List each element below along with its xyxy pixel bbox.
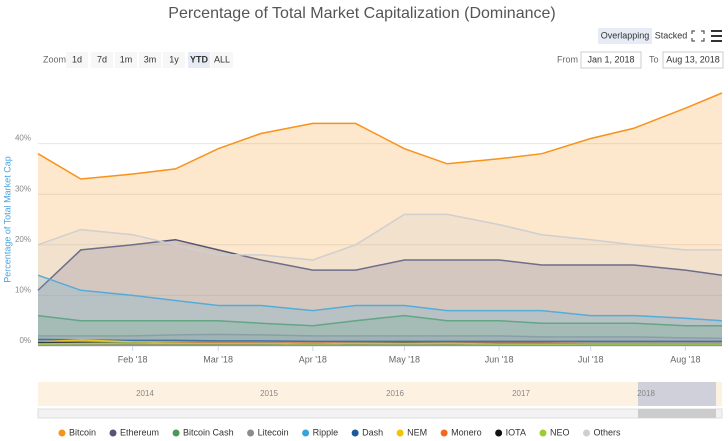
legend-label[interactable]: Ethereum: [120, 427, 159, 437]
x-tick-label: Jul '18: [578, 354, 604, 364]
legend-label[interactable]: Bitcoin: [69, 427, 96, 437]
x-tick-label: Apr '18: [299, 354, 327, 364]
legend-marker[interactable]: [172, 429, 180, 437]
series-line: [37, 274, 723, 322]
legend-marker[interactable]: [302, 429, 310, 437]
legend-marker[interactable]: [396, 429, 404, 437]
zoom-button[interactable]: YTD: [190, 54, 209, 64]
series-line: [37, 338, 722, 343]
legend-marker[interactable]: [539, 429, 547, 437]
y-tick-label: 20%: [15, 235, 31, 244]
x-tick-label: May '18: [389, 354, 420, 364]
scrollbar-track[interactable]: [37, 408, 723, 419]
zoom-button-bg[interactable]: [91, 52, 113, 68]
zoom-button-bg[interactable]: [211, 52, 233, 68]
y-tick-label: 10%: [15, 286, 31, 295]
from-input-box[interactable]: [580, 51, 642, 69]
navigator-label: 2015: [260, 389, 278, 398]
area-fill: [38, 275, 722, 346]
legend-marker[interactable]: [58, 429, 66, 437]
legend-marker[interactable]: [247, 429, 255, 437]
area-fill: [38, 93, 722, 346]
fullscreen-icon[interactable]: [691, 30, 705, 42]
legend-marker[interactable]: [440, 429, 448, 437]
legend-label[interactable]: Monero: [451, 427, 482, 437]
legend-marker[interactable]: [351, 429, 359, 437]
legend-label[interactable]: NEM: [407, 427, 427, 437]
x-tick-label: Feb '18: [118, 354, 148, 364]
y-tick-label: 0%: [19, 336, 31, 345]
zoom-button-bg[interactable]: [115, 52, 137, 68]
legend-label[interactable]: Dash: [362, 427, 383, 437]
zoom-button[interactable]: 1y: [169, 54, 179, 64]
navigator-label: 2017: [512, 389, 530, 398]
area-fill: [38, 239, 722, 346]
to-label: To: [649, 54, 659, 64]
zoom-button[interactable]: 7d: [97, 54, 107, 64]
zoom-button-bg[interactable]: [139, 52, 161, 68]
from-input[interactable]: Jan 1, 2018: [587, 54, 634, 64]
legend-label[interactable]: IOTA: [506, 427, 526, 437]
series-line: [37, 342, 722, 345]
zoom-button-bg[interactable]: [66, 52, 88, 68]
series-line: [37, 238, 723, 291]
legend-marker[interactable]: [495, 429, 503, 437]
legend-marker[interactable]: [109, 429, 117, 437]
navigator-label: 2016: [386, 389, 404, 398]
navigator-label: 2018: [637, 389, 655, 398]
mode-button-bg[interactable]: [654, 28, 688, 44]
y-tick-label: 30%: [15, 184, 31, 193]
legend-label[interactable]: NEO: [550, 427, 570, 437]
chart-title: Percentage of Total Market Capitalizatio…: [168, 5, 555, 22]
x-tick-label: Jun '18: [485, 354, 514, 364]
navigator-background: [38, 382, 722, 406]
series-line: [38, 333, 723, 340]
series-line: [37, 314, 722, 327]
to-input-box[interactable]: [662, 51, 724, 69]
x-tick-label: Mar '18: [203, 354, 233, 364]
legend-label[interactable]: Bitcoin Cash: [183, 427, 234, 437]
zoom-button[interactable]: 1m: [120, 54, 133, 64]
y-tick-label: 40%: [15, 134, 31, 143]
zoom-button[interactable]: 1d: [72, 54, 82, 64]
x-tick-label: Aug '18: [670, 354, 700, 364]
to-input[interactable]: Aug 13, 2018: [666, 54, 720, 64]
mode-button[interactable]: Overlapping: [601, 30, 650, 40]
mode-button[interactable]: Stacked: [655, 30, 688, 40]
series-line: [37, 213, 722, 261]
legend-marker[interactable]: [583, 429, 591, 437]
zoom-button-bg[interactable]: [163, 52, 185, 68]
scrollbar-thumb[interactable]: [638, 409, 716, 418]
series-line: [37, 92, 723, 180]
zoom-button[interactable]: 3m: [144, 54, 157, 64]
zoom-button[interactable]: ALL: [214, 54, 230, 64]
menu-icon[interactable]: [711, 30, 722, 42]
navigator-window[interactable]: [638, 382, 716, 406]
from-label: From: [557, 54, 578, 64]
navigator-label: 2014: [136, 389, 154, 398]
zoom-button-bg[interactable]: [188, 52, 210, 68]
legend-label[interactable]: Litecoin: [258, 427, 289, 437]
legend-label[interactable]: Others: [594, 427, 622, 437]
zoom-label: Zoom: [43, 54, 66, 64]
area-fill: [38, 342, 722, 346]
mode-button-bg[interactable]: [598, 28, 652, 44]
y-axis-label: Percentage of Total Market Cap: [2, 156, 12, 282]
legend-label[interactable]: Ripple: [313, 427, 339, 437]
area-fill: [38, 214, 722, 346]
